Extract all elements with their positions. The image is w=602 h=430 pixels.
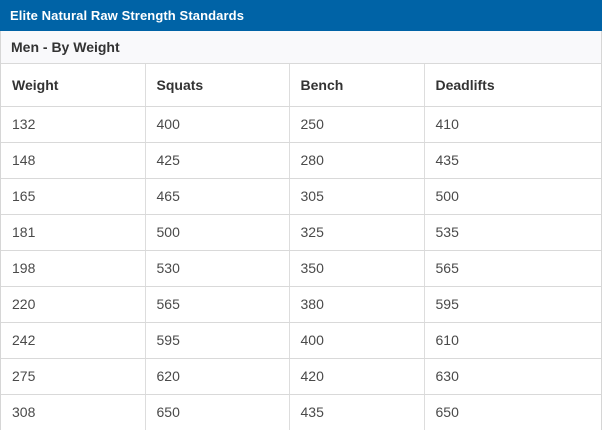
table-body-wrap: Men - By Weight Weight Squats Bench Deadlif…: [0, 31, 602, 430]
cell: 500: [144, 214, 289, 251]
column-header-bench: Bench: [288, 64, 424, 107]
table-row: 242 595 400 610: [1, 322, 601, 359]
cell: 220: [1, 286, 145, 323]
cell: 410: [423, 106, 601, 143]
cell: 535: [423, 214, 601, 251]
cell: 380: [288, 286, 424, 323]
column-header-squats: Squats: [144, 64, 289, 107]
cell: 132: [1, 106, 145, 143]
column-header-weight: Weight: [1, 64, 145, 107]
cell: 308: [1, 394, 145, 430]
cell: 565: [144, 286, 289, 323]
table-row: 308 650 435 650: [1, 394, 601, 430]
table-row: 165 465 305 500: [1, 178, 601, 215]
table-row: 132 400 250 410: [1, 106, 601, 143]
cell: 325: [288, 214, 424, 251]
cell: 280: [288, 142, 424, 179]
cell: 400: [288, 322, 424, 359]
table-row: 275 620 420 630: [1, 358, 601, 395]
cell: 500: [423, 178, 601, 215]
table-row: 148 425 280 435: [1, 142, 601, 179]
table-body: 132 400 250 410 148 425 280 435 165 465 305 500 181 5…: [1, 106, 601, 430]
cell: 610: [423, 322, 601, 359]
table-row: 181 500 325 535: [1, 214, 601, 251]
table-title: Elite Natural Raw Strength Standards: [10, 8, 245, 23]
cell: 530: [144, 250, 289, 287]
cell: 305: [288, 178, 424, 215]
cell: 148: [1, 142, 145, 179]
cell: 242: [1, 322, 145, 359]
cell: 400: [144, 106, 289, 143]
cell: 650: [144, 394, 289, 430]
cell: 181: [1, 214, 145, 251]
cell: 565: [423, 250, 601, 287]
cell: 165: [1, 178, 145, 215]
cell: 350: [288, 250, 424, 287]
table-subtitle: Men - By Weight: [11, 39, 120, 55]
cell: 595: [144, 322, 289, 359]
table-row: 198 530 350 565: [1, 250, 601, 287]
cell: 595: [423, 286, 601, 323]
table-subtitle-bar: Men - By Weight: [1, 31, 601, 64]
table-header: Weight Squats Bench Deadlifts: [1, 64, 601, 107]
cell: 275: [1, 358, 145, 395]
table-row: 220 565 380 595: [1, 286, 601, 323]
strength-standards-table: Weight Squats Bench Deadlifts 132 400 250 410 1…: [1, 64, 601, 430]
cell: 250: [288, 106, 424, 143]
cell: 420: [288, 358, 424, 395]
table-title-bar: Elite Natural Raw Strength Standards: [0, 0, 602, 31]
cell: 620: [144, 358, 289, 395]
header-row: Weight Squats Bench Deadlifts: [1, 64, 601, 107]
cell: 630: [423, 358, 601, 395]
cell: 435: [423, 142, 601, 179]
cell: 650: [423, 394, 601, 430]
cell: 425: [144, 142, 289, 179]
column-header-deadlifts: Deadlifts: [423, 64, 601, 107]
cell: 198: [1, 250, 145, 287]
cell: 435: [288, 394, 424, 430]
cell: 465: [144, 178, 289, 215]
